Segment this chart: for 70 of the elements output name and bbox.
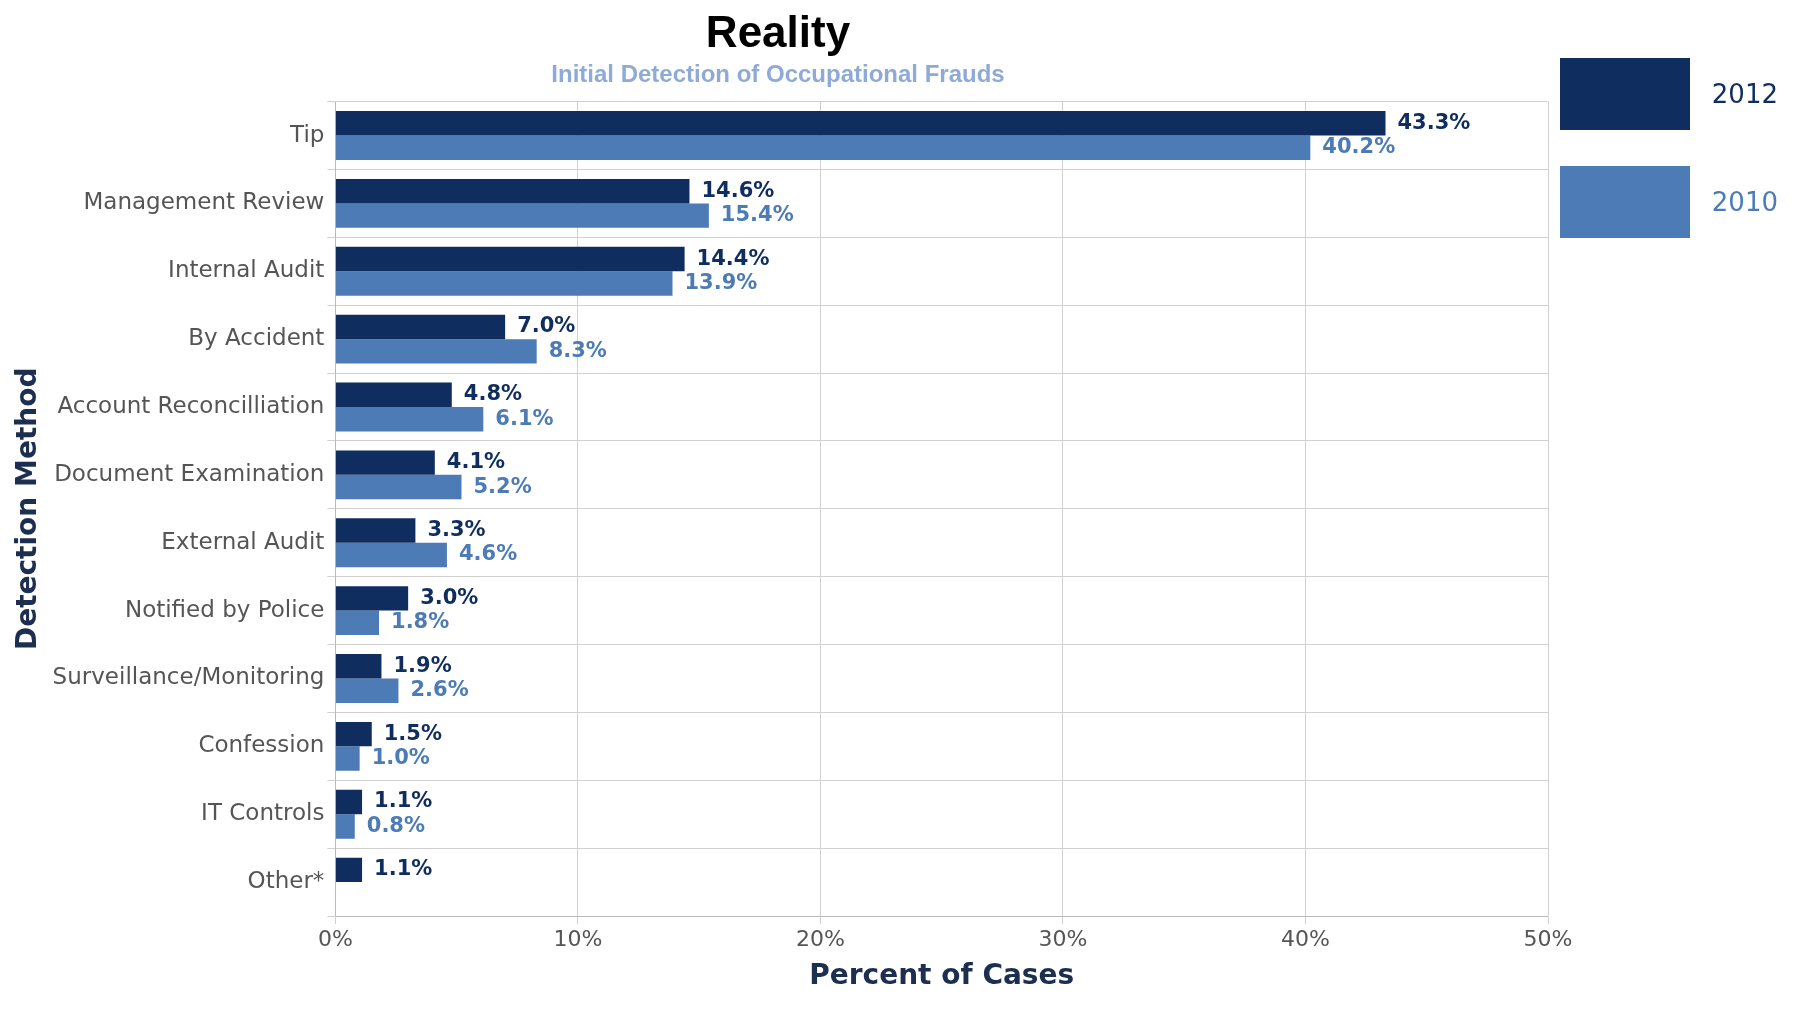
- bar: [335, 857, 363, 883]
- data-label: 13.9%: [684, 269, 758, 294]
- data-label: 1.1%: [374, 856, 433, 881]
- y-tick-label: Surveillance/Monitoring: [52, 663, 325, 690]
- bar: [335, 610, 380, 636]
- bar: [335, 135, 1311, 160]
- bar: [335, 339, 537, 364]
- text: 2010: [1711, 187, 1778, 217]
- data-label: 4.1%: [446, 449, 506, 474]
- bar: [335, 789, 363, 815]
- data-label: 43.3%: [1397, 109, 1471, 134]
- data-label: 14.6%: [701, 177, 775, 202]
- data-label: 15.4%: [720, 202, 794, 227]
- x-tick-label: 0%: [317, 925, 353, 951]
- bar: [335, 586, 409, 611]
- x-tick-label: 20%: [795, 925, 845, 951]
- data-label: 14.4%: [696, 245, 770, 270]
- y-tick-label: Confession: [198, 731, 325, 758]
- y-axis-title: Detection Method: [10, 367, 44, 651]
- chart-subtitle: Initial Detection of Occupational Frauds: [551, 59, 1005, 87]
- y-tick-label: Management Review: [83, 188, 325, 215]
- bar: [335, 814, 355, 839]
- bar: [335, 746, 360, 771]
- y-tick-label: By Accident: [188, 324, 325, 351]
- bar: [335, 382, 452, 407]
- data-label: 7.0%: [517, 313, 576, 338]
- bar: [335, 178, 690, 204]
- data-label: 1.5%: [383, 720, 443, 745]
- x-tick-label: 50%: [1523, 925, 1573, 951]
- y-tick-label: Tip: [289, 120, 325, 147]
- y-tick-label: IT Controls: [201, 799, 325, 826]
- data-label: 4.8%: [463, 381, 523, 406]
- bar: [335, 678, 399, 703]
- bar: [335, 246, 685, 272]
- data-label: 3.0%: [420, 584, 479, 609]
- data-label: 40.2%: [1322, 134, 1396, 159]
- bar: [335, 542, 447, 568]
- data-label: 8.3%: [548, 337, 607, 362]
- bar: [335, 203, 709, 228]
- x-tick-label: 30%: [1038, 925, 1088, 951]
- bar: [335, 314, 506, 340]
- y-tick-label: External Audit: [161, 527, 325, 554]
- bar: [335, 407, 484, 432]
- data-label: 1.0%: [371, 745, 430, 769]
- data-label: 1.9%: [393, 652, 452, 677]
- data-label: 5.2%: [473, 473, 532, 498]
- bar: [335, 721, 372, 747]
- data-label: 6.1%: [495, 405, 554, 430]
- data-label: 2.6%: [410, 677, 469, 702]
- bar: [335, 474, 462, 500]
- bar: [335, 654, 382, 679]
- data-label: 3.3%: [427, 516, 486, 541]
- chart-title: Reality: [705, 6, 851, 56]
- data-label: 4.6%: [458, 541, 518, 566]
- x-tick-label: 40%: [1281, 925, 1330, 951]
- data-label: 1.1%: [374, 788, 433, 813]
- y-tick-label: Document Examination: [54, 459, 325, 486]
- text: 2012: [1711, 79, 1778, 109]
- y-tick-label: Notified by Police: [124, 595, 325, 622]
- bar: [335, 111, 1386, 136]
- x-axis-title: Percent of Cases: [809, 958, 1075, 992]
- bar: [335, 450, 435, 475]
- y-tick-label: Account Reconcilliation: [57, 391, 325, 418]
- data-label: 1.8%: [391, 609, 450, 634]
- bar: [335, 518, 416, 543]
- bar: [335, 271, 673, 296]
- y-tick-label: Internal Audit: [168, 256, 325, 283]
- x-tick-label: 10%: [553, 925, 603, 951]
- y-tick-label: Other*: [247, 867, 325, 894]
- data-label: 0.8%: [366, 812, 426, 837]
